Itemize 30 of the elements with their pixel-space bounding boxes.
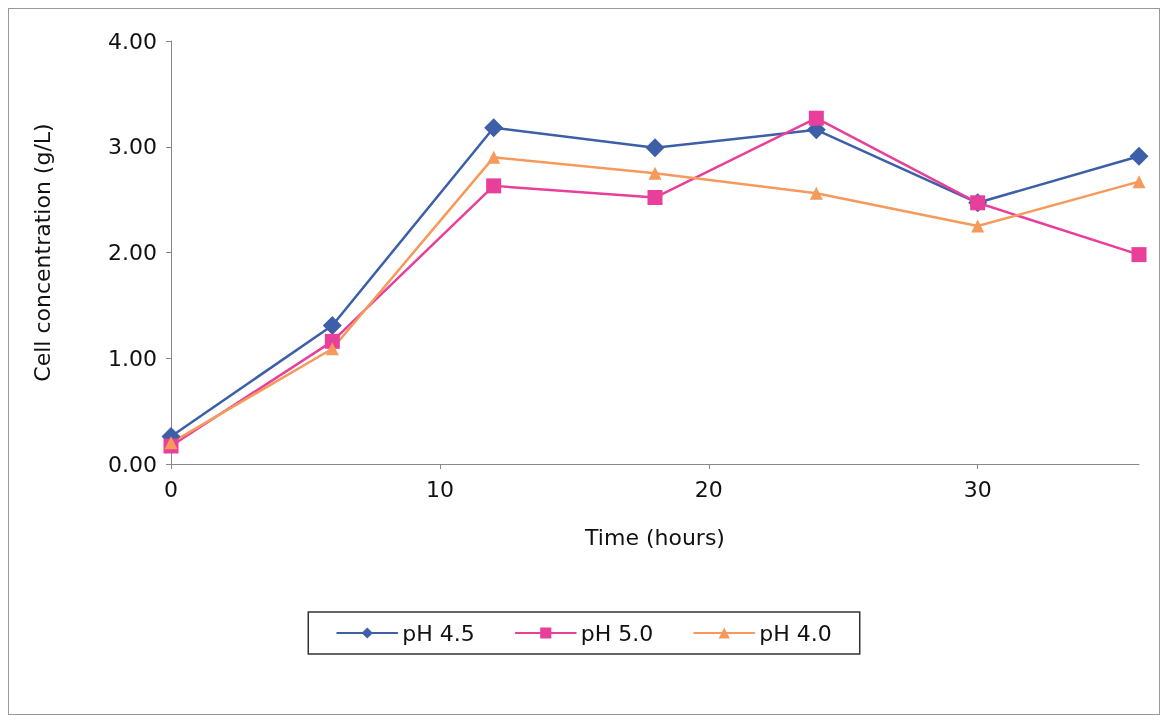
point <box>809 186 823 200</box>
point <box>648 166 662 180</box>
y-axis-title: Cell concentration (g/L) <box>29 123 55 382</box>
y-tick-label: 4.00 <box>108 28 157 54</box>
point <box>164 436 178 450</box>
y-tick-label: 0.00 <box>108 451 157 477</box>
x-tick-label: 30 <box>963 476 992 502</box>
point <box>1131 247 1147 263</box>
point <box>645 138 665 158</box>
point <box>324 333 340 349</box>
y-tick-label: 2.00 <box>108 240 157 265</box>
y-tick-label: 3.00 <box>108 134 157 160</box>
x-tick-label: 0 <box>164 476 178 502</box>
point <box>486 178 502 194</box>
x-axis-title: Time (hours) <box>584 524 725 550</box>
point <box>484 118 504 138</box>
point <box>1132 175 1146 189</box>
point <box>325 342 339 356</box>
x-tick-label: 10 <box>425 476 454 502</box>
point <box>808 110 824 126</box>
point <box>322 315 342 335</box>
point <box>487 150 501 164</box>
legend-label: pH 4.0 <box>759 620 832 646</box>
legend-label: pH 5.0 <box>580 620 654 646</box>
legend-label: pH 4.5 <box>402 620 475 646</box>
point <box>1129 146 1149 166</box>
y-tick-label: 1.00 <box>108 345 157 371</box>
point <box>647 190 663 206</box>
point <box>971 219 985 233</box>
x-tick-label: 20 <box>694 476 723 502</box>
